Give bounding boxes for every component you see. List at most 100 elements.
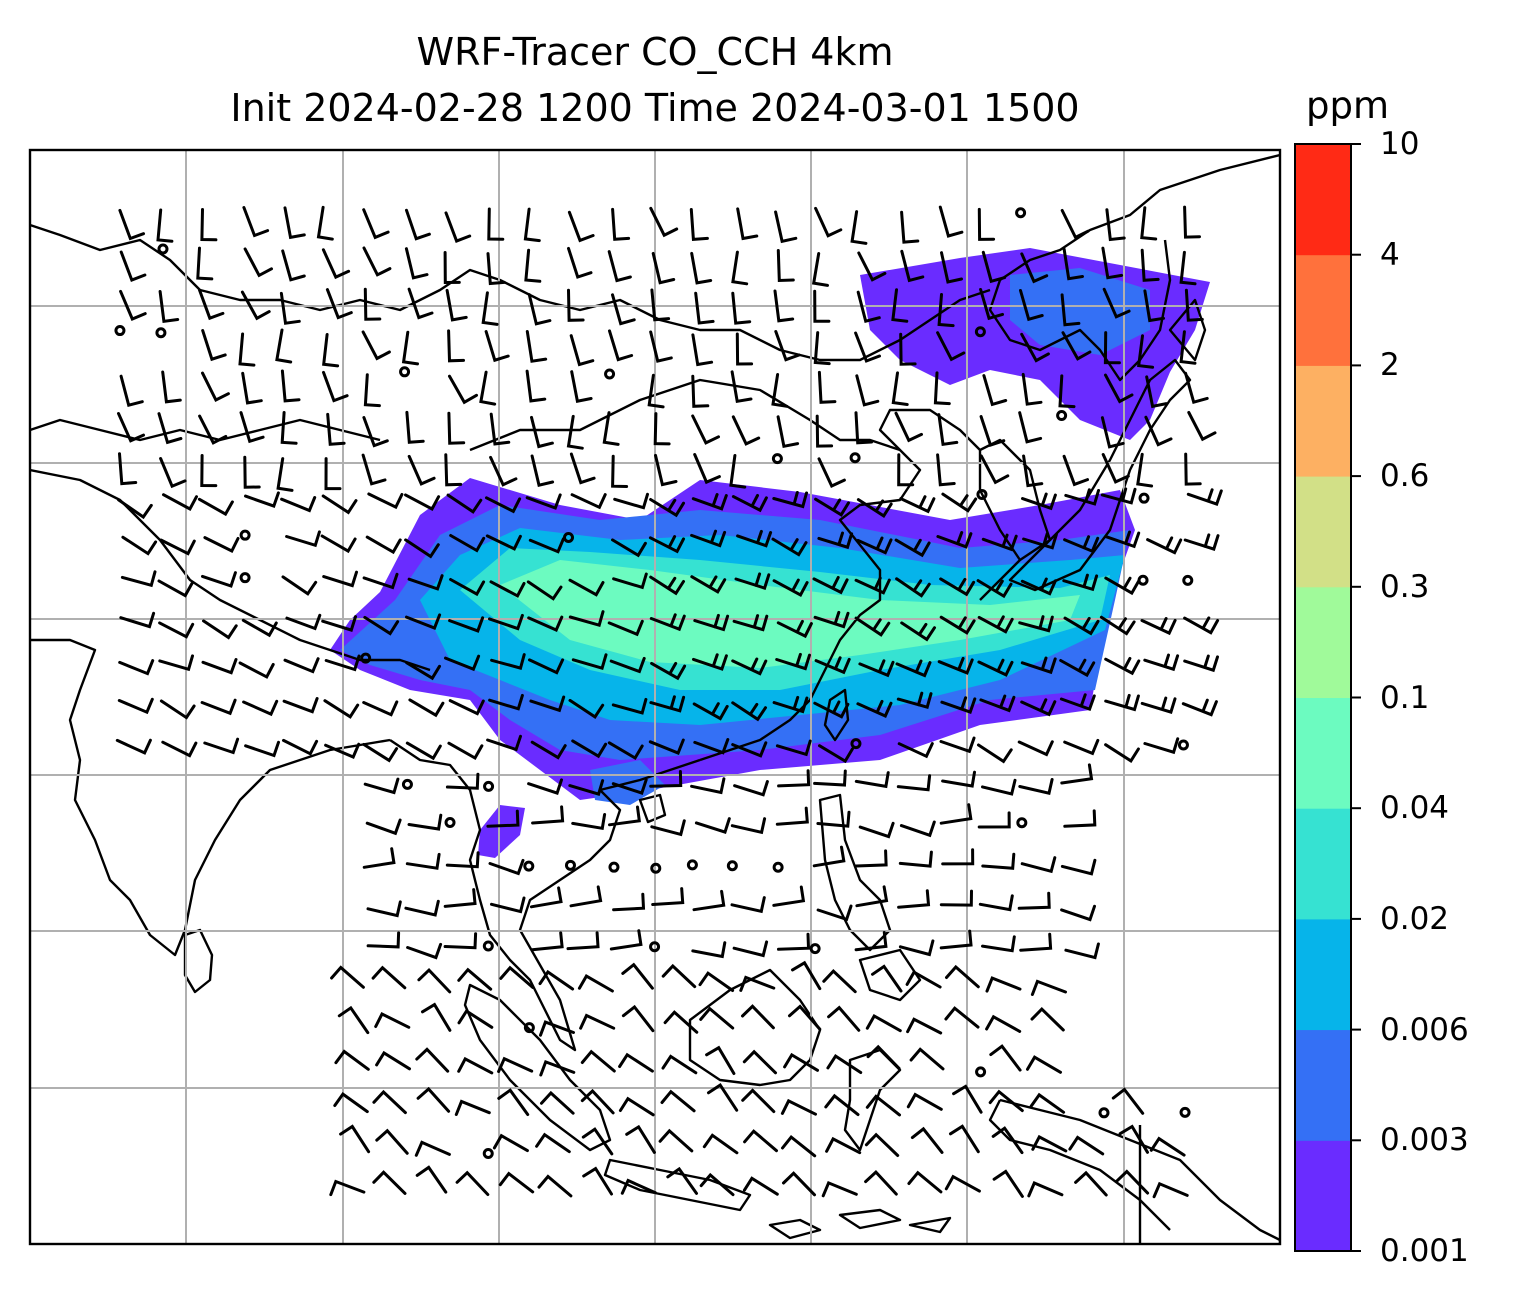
wind-barb — [527, 293, 552, 326]
wind-barb — [535, 1132, 571, 1154]
wind-barb — [895, 577, 931, 598]
borders-afghan — [30, 418, 381, 442]
wind-barb — [537, 1174, 573, 1198]
wind-barb — [735, 332, 754, 366]
wind-barb — [693, 738, 730, 755]
wind-barb — [322, 570, 358, 588]
wind-barb — [741, 1088, 776, 1114]
wind-barb — [525, 369, 547, 403]
wind-barb — [1020, 856, 1057, 874]
wind-barb — [731, 657, 768, 676]
wind-barb — [372, 1089, 407, 1115]
wind-barb — [158, 654, 194, 672]
wind-barb — [992, 1169, 1024, 1198]
wind-barb — [421, 1002, 452, 1032]
wind-barb — [618, 1052, 654, 1073]
wind-barb — [791, 960, 822, 991]
wind-barb — [197, 497, 234, 517]
wind-barb — [120, 570, 157, 588]
wind-barb — [944, 1006, 980, 1029]
wind-barb — [649, 330, 673, 363]
wind-barb — [457, 1009, 494, 1029]
wind-barb — [1059, 658, 1096, 678]
wind-barb — [375, 1050, 411, 1071]
wind-barb — [244, 740, 280, 758]
wind-barb — [813, 769, 847, 787]
wind-barb — [608, 329, 634, 362]
wind-barb-calm — [974, 326, 986, 338]
colorbar-segment — [1295, 365, 1351, 477]
wind-barb — [775, 806, 809, 826]
wind-barb — [941, 770, 976, 788]
wind-barb — [362, 742, 399, 763]
wind-barb — [407, 454, 436, 486]
wind-barb — [198, 288, 225, 321]
wind-barb — [813, 289, 831, 323]
wind-barb — [362, 700, 399, 717]
wind-barb — [571, 813, 607, 831]
wind-barb — [854, 616, 891, 637]
wind-barb — [486, 809, 520, 828]
wind-barb — [280, 411, 298, 445]
wind-barb — [906, 1017, 943, 1035]
wind-barb — [707, 1083, 739, 1112]
wind-barb — [324, 742, 361, 759]
wind-barb — [1061, 331, 1092, 361]
wind-barb — [529, 886, 563, 909]
coastline-taiwan — [823, 688, 850, 742]
wind-barb — [201, 658, 238, 675]
wind-barb — [454, 1099, 491, 1116]
wind-barb — [985, 1014, 1022, 1033]
wind-barb — [485, 534, 522, 551]
wind-barb — [582, 1166, 613, 1196]
wind-barb — [651, 887, 685, 906]
wind-barb-calm — [563, 532, 575, 544]
wind-barb — [692, 653, 728, 671]
wind-barb — [1018, 615, 1054, 633]
plume-fragment-south — [478, 805, 525, 858]
wind-barb — [729, 454, 747, 489]
wind-barb — [742, 1049, 777, 1075]
wind-barb — [371, 965, 407, 990]
wind-barb — [899, 495, 936, 514]
wind-barb — [362, 416, 389, 448]
wind-barb — [1021, 372, 1043, 406]
wind-barb — [445, 288, 468, 322]
wind-barb — [275, 328, 293, 364]
wind-barb — [854, 411, 874, 445]
wind-barb — [777, 932, 811, 951]
wind-barb — [654, 453, 678, 487]
wind-barb — [1031, 1134, 1068, 1153]
wind-barb — [611, 293, 636, 326]
wind-barb-calm — [157, 243, 169, 255]
wind-barb — [526, 580, 563, 601]
wind-barb — [325, 288, 353, 320]
wind-barb — [157, 412, 183, 445]
wind-barb — [813, 700, 850, 719]
wind-barb — [1020, 698, 1057, 717]
wind-barb — [283, 206, 306, 240]
wind-barb — [776, 619, 813, 639]
wind-barb — [772, 491, 808, 509]
wind-barb — [365, 535, 402, 555]
wind-barb — [242, 206, 270, 238]
wind-barb — [539, 1059, 576, 1077]
wind-barb — [977, 615, 1014, 634]
wind-barb — [1100, 487, 1137, 505]
wind-barb-calm — [1098, 1107, 1110, 1119]
wind-barb — [157, 579, 194, 598]
coastline-lesser-sunda — [768, 1208, 952, 1240]
wind-barb — [525, 493, 562, 510]
wind-barb — [1026, 1055, 1062, 1074]
wind-barb — [1064, 942, 1100, 960]
wind-barb — [981, 778, 1017, 796]
wind-barb — [415, 1165, 448, 1194]
wind-barb — [699, 1172, 735, 1197]
wind-barb — [530, 454, 555, 488]
wind-barb-calm — [523, 1022, 535, 1034]
wind-barb — [651, 251, 676, 285]
wind-barb — [991, 1126, 1024, 1155]
wind-barb — [821, 1180, 858, 1198]
wind-barb — [580, 1088, 615, 1115]
wind-barb — [691, 374, 710, 408]
